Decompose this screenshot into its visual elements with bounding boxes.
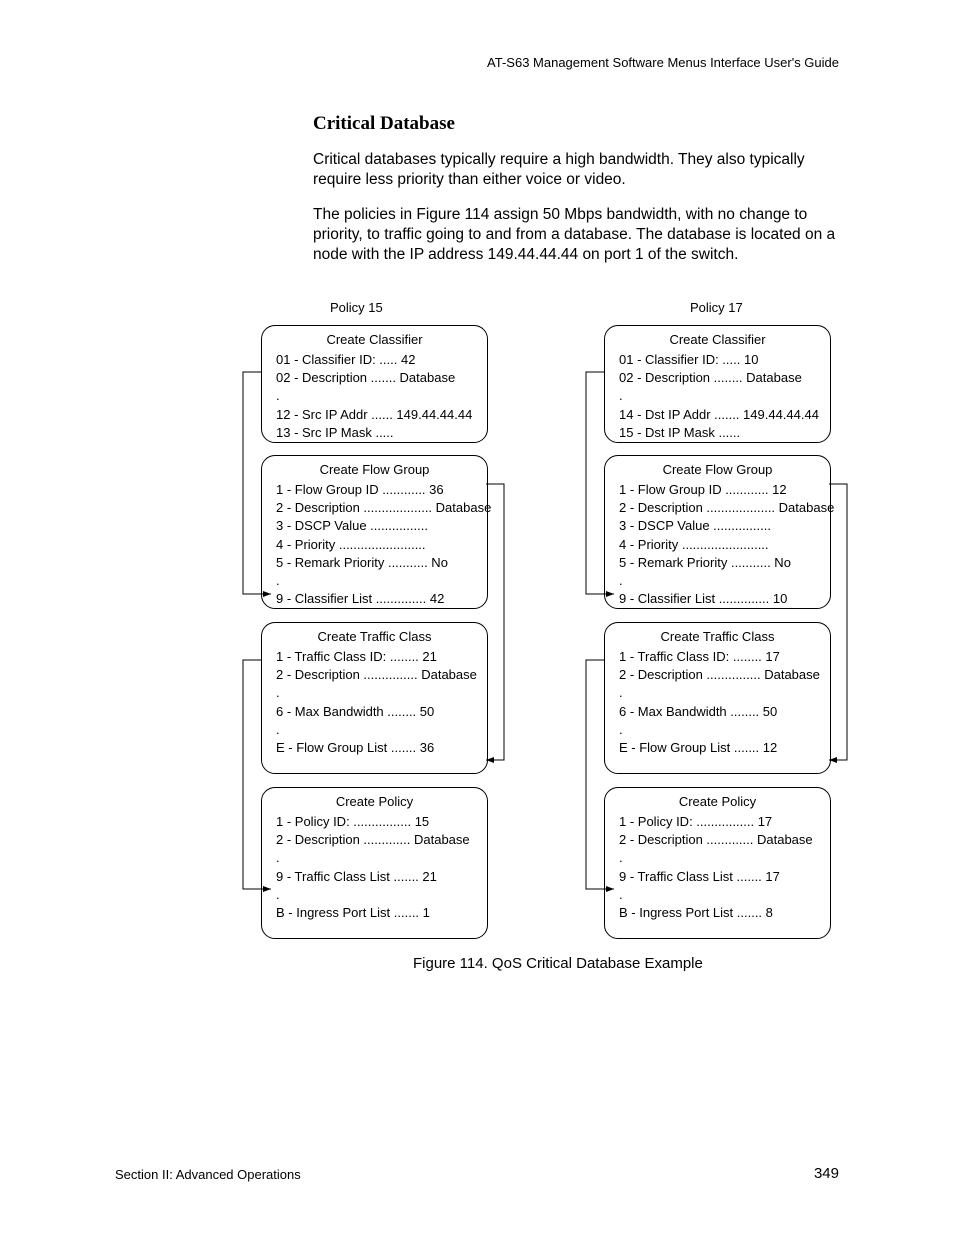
footer-page-number: 349 bbox=[814, 1165, 839, 1182]
left-policy-box: Create Policy 1 - Policy ID: ...........… bbox=[261, 787, 488, 939]
right-classifier-box: Create Classifier 01 - Classifier ID: ..… bbox=[604, 325, 831, 443]
policy-17-label: Policy 17 bbox=[690, 300, 743, 315]
left-flowgroup-body: 1 - Flow Group ID ............ 36 2 - De… bbox=[262, 481, 487, 614]
figure-caption: Figure 114. QoS Critical Database Exampl… bbox=[413, 955, 703, 972]
right-classifier-body: 01 - Classifier ID: ..... 10 02 - Descri… bbox=[605, 351, 830, 448]
page-header: AT-S63 Management Software Menus Interfa… bbox=[487, 55, 839, 70]
right-policy-title: Create Policy bbox=[605, 788, 830, 813]
paragraph-1: Critical databases typically require a h… bbox=[313, 150, 843, 190]
left-trafficclass-title: Create Traffic Class bbox=[262, 623, 487, 648]
right-trafficclass-title: Create Traffic Class bbox=[605, 623, 830, 648]
left-classifier-box: Create Classifier 01 - Classifier ID: ..… bbox=[261, 325, 488, 443]
policy-15-label: Policy 15 bbox=[330, 300, 383, 315]
right-flowgroup-body: 1 - Flow Group ID ............ 12 2 - De… bbox=[605, 481, 830, 614]
footer-section: Section II: Advanced Operations bbox=[115, 1167, 301, 1182]
right-trafficclass-body: 1 - Traffic Class ID: ........ 17 2 - De… bbox=[605, 648, 830, 763]
left-trafficclass-box: Create Traffic Class 1 - Traffic Class I… bbox=[261, 622, 488, 774]
section-title: Critical Database bbox=[313, 113, 455, 135]
left-flowgroup-box: Create Flow Group 1 - Flow Group ID ....… bbox=[261, 455, 488, 609]
right-trafficclass-box: Create Traffic Class 1 - Traffic Class I… bbox=[604, 622, 831, 774]
left-flowgroup-title: Create Flow Group bbox=[262, 456, 487, 481]
left-trafficclass-body: 1 - Traffic Class ID: ........ 21 2 - De… bbox=[262, 648, 487, 763]
right-flowgroup-title: Create Flow Group bbox=[605, 456, 830, 481]
paragraph-2: The policies in Figure 114 assign 50 Mbp… bbox=[313, 205, 848, 265]
right-policy-body: 1 - Policy ID: ................ 17 2 - D… bbox=[605, 813, 830, 928]
left-policy-body: 1 - Policy ID: ................ 15 2 - D… bbox=[262, 813, 487, 928]
right-policy-box: Create Policy 1 - Policy ID: ...........… bbox=[604, 787, 831, 939]
left-classifier-body: 01 - Classifier ID: ..... 42 02 - Descri… bbox=[262, 351, 487, 448]
left-policy-title: Create Policy bbox=[262, 788, 487, 813]
right-flowgroup-box: Create Flow Group 1 - Flow Group ID ....… bbox=[604, 455, 831, 609]
left-classifier-title: Create Classifier bbox=[262, 326, 487, 351]
right-classifier-title: Create Classifier bbox=[605, 326, 830, 351]
